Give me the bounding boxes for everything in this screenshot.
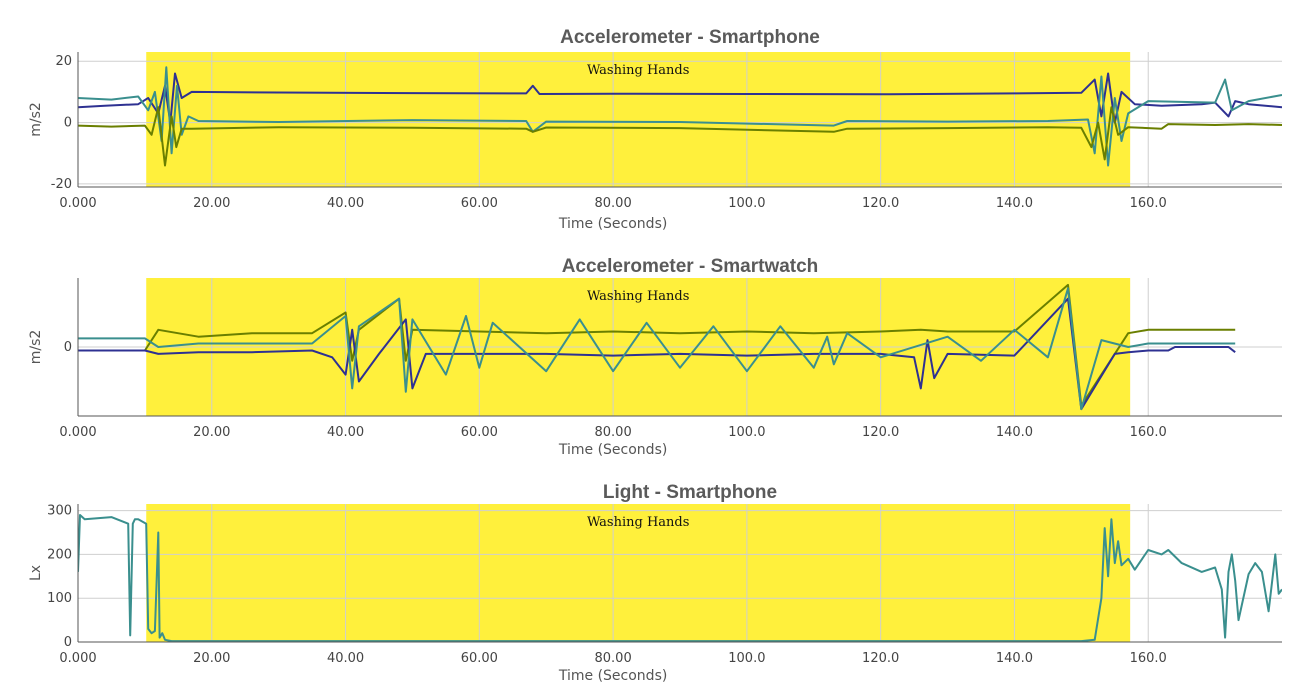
chart2-series-line-1	[78, 283, 1236, 407]
chart1-x-tick-label: 100.0	[728, 196, 765, 211]
chart3-series-line-1	[78, 514, 1282, 643]
chart1-series-line-2	[78, 66, 1282, 167]
chart3-x-tick-label: 20.00	[193, 651, 230, 666]
chart3-highlight-region	[146, 504, 1131, 642]
chart1-x-tick-label: 0.000	[59, 196, 96, 211]
chart1-series-line-1	[78, 72, 1282, 124]
chart3-y-tick-label: 0	[64, 635, 72, 650]
chart1-title: Accelerometer - Smartphone	[560, 27, 820, 48]
chart1-x-tick-label: 60.00	[461, 196, 498, 211]
chart2-x-tick-label: 60.00	[461, 425, 498, 440]
chart1-x-tick-label: 140.0	[996, 196, 1033, 211]
chart-accelerometer-smartwatch: Accelerometer - Smartwatch Washing Hands 0…	[0, 230, 1298, 460]
chart2-x-axis-label: Time (Seconds)	[558, 442, 667, 458]
chart1-x-tick-label: 20.00	[193, 196, 230, 211]
chart2-x-tick-label: 120.0	[862, 425, 899, 440]
chart3-y-axis-label: Lx	[28, 565, 44, 581]
chart3-x-tick-label: 60.00	[461, 651, 498, 666]
chart-svg: Accelerometer - Smartwatch Washing Hands 0…	[28, 256, 1282, 458]
chart1-y-tick-label: -20	[51, 177, 72, 192]
chart3-x-tick-label: 40.00	[327, 651, 364, 666]
chart2-x-tick-label: 160.0	[1130, 425, 1167, 440]
chart2-y-axis-label: m/s2	[28, 330, 44, 365]
chart3-x-tick-label: 80.00	[595, 651, 632, 666]
chart3-x-tick-label: 160.0	[1130, 651, 1167, 666]
chart3-x-tick-label: 140.0	[996, 651, 1033, 666]
chart3-y-tick-label: 300	[47, 504, 72, 519]
chart2-x-tick-label: 140.0	[996, 425, 1033, 440]
chart1-series-line-3	[78, 106, 1282, 167]
chart2-series-line-2	[78, 297, 1236, 411]
chart1-y-axis-label: m/s2	[28, 102, 44, 137]
chart-accelerometer-smartphone: Accelerometer - Smartphone Washing Hands 0…	[0, 0, 1298, 230]
chart3-x-tick-label: 100.0	[728, 651, 765, 666]
chart1-highlight-region	[146, 52, 1131, 187]
chart1-x-tick-label: 160.0	[1130, 196, 1167, 211]
chart2-x-tick-label: 40.00	[327, 425, 364, 440]
chart1-x-tick-label: 120.0	[862, 196, 899, 211]
chart3-annotation-label: Washing Hands	[587, 515, 689, 530]
chart3-x-tick-label: 120.0	[862, 651, 899, 666]
chart2-x-tick-label: 100.0	[728, 425, 765, 440]
chart2-x-tick-label: 0.000	[59, 425, 96, 440]
chart2-title: Accelerometer - Smartwatch	[562, 256, 819, 277]
chart3-x-tick-label: 0.000	[59, 651, 96, 666]
chart1-x-axis-label: Time (Seconds)	[558, 216, 667, 230]
chart1-x-tick-label: 40.00	[327, 196, 364, 211]
chart2-x-tick-label: 80.00	[595, 425, 632, 440]
chart2-series-line-3	[78, 287, 1236, 411]
chart1-annotation-label: Washing Hands	[587, 63, 689, 78]
chart-svg: Accelerometer - Smartphone Washing Hands 0…	[28, 27, 1282, 230]
chart-light-smartphone: Light - Smartphone Washing Hands 0.000 20.0…	[0, 460, 1298, 689]
chart1-y-tick-label: 0	[64, 116, 72, 131]
chart-svg: Light - Smartphone Washing Hands 0.000 20.0…	[28, 482, 1282, 684]
chart3-title: Light - Smartphone	[603, 482, 777, 503]
chart3-y-tick-label: 100	[47, 591, 72, 606]
chart3-y-tick-label: 200	[47, 547, 72, 562]
chart2-annotation-label: Washing Hands	[587, 289, 689, 304]
chart1-y-tick-label: 20	[55, 54, 72, 69]
chart2-y-tick-label: 0	[64, 340, 72, 355]
chart1-x-tick-label: 80.00	[595, 196, 632, 211]
chart3-x-axis-label: Time (Seconds)	[558, 668, 667, 684]
chart2-x-tick-label: 20.00	[193, 425, 230, 440]
